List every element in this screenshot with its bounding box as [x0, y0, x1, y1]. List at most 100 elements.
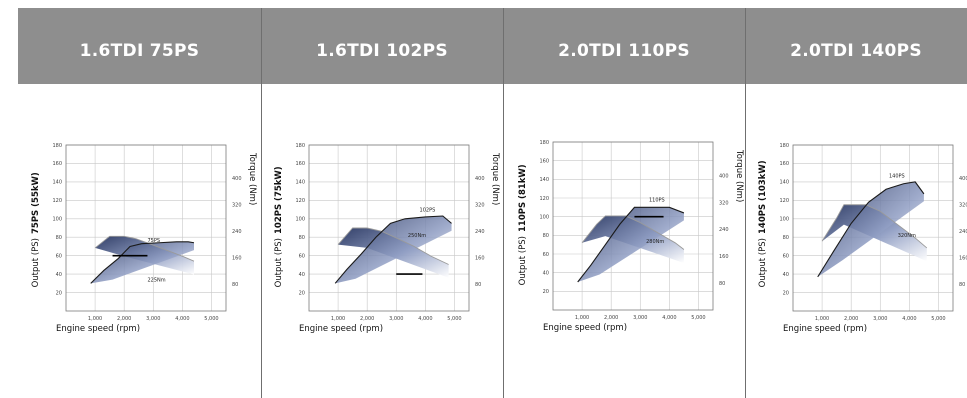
y-tick-label: 60	[543, 252, 549, 258]
series-annotation: 75PS	[147, 238, 160, 244]
y2-tick-label: 160	[475, 256, 485, 262]
chart-panel: 1.6TDI 75PS 20 40 60 80 100 120 140 160 180 1,000 2…	[18, 8, 261, 398]
y2-tick-label: 320	[719, 200, 729, 206]
power-curve	[817, 181, 925, 278]
y-tick-label: 40	[783, 272, 789, 278]
engine-chart-svg: 20 40 60 80 100 120 140 160 180 1,000 2,000 3,000 4,…	[31, 143, 257, 334]
y2-axis-label: Torque (Nm)	[247, 152, 257, 205]
y2-axis-label-group: Torque (Nm)	[734, 149, 744, 202]
y-tick-label: 140	[52, 180, 62, 186]
x-tick-label: 4,000	[662, 315, 676, 321]
engine-chart-svg: 20 40 60 80 100 120 140 160 180 1,000 2,000 3,000 4,…	[518, 140, 744, 333]
y2-tick-label: 160	[719, 254, 729, 260]
x-tick-label: 1,000	[575, 315, 589, 321]
x-tick-label: 1,000	[331, 316, 345, 322]
power-area	[90, 241, 194, 284]
y-tick-label: 60	[783, 253, 789, 259]
x-tick-label: 3,000	[633, 315, 647, 321]
y-axis-label: Output (PS)	[758, 238, 768, 287]
y-tick-label: 100	[52, 217, 62, 223]
y-tick-label: 100	[539, 214, 549, 220]
engine-chart-svg: 20 40 60 80 100 120 140 160 180 1,000 2,000 3,000 4,…	[274, 143, 500, 334]
y-axis-label-group: Output (PS) 140PS (103kW)	[758, 160, 768, 287]
y2-tick-label: 160	[959, 256, 967, 262]
power-curve	[577, 206, 685, 283]
y-tick-label: 160	[539, 158, 549, 164]
y-tick-label: 140	[539, 177, 549, 183]
y-tick-label: 120	[295, 198, 305, 204]
power-curve	[334, 215, 452, 284]
power-rating-label: 75PS (55kW)	[31, 172, 41, 234]
power-rating-label: 110PS (81kW)	[518, 164, 528, 232]
power-rating-label: 140PS (103kW)	[758, 160, 768, 234]
y2-tick-label: 240	[475, 229, 485, 235]
y2-tick-label: 240	[719, 227, 729, 233]
y-axis-label: Output (PS)	[518, 236, 528, 285]
column-divider	[261, 8, 262, 398]
y-tick-label: 180	[539, 140, 549, 146]
x-tick-label: 3,000	[146, 316, 160, 322]
x-tick-label: 5,000	[447, 316, 461, 322]
y2-tick-label: 320	[232, 203, 242, 209]
y-tick-label: 140	[779, 180, 789, 186]
y2-axis-label-group: Torque (Nm)	[247, 152, 257, 205]
y-axis-label-group: Output (PS) 102PS (75kW)	[274, 166, 284, 287]
y-tick-label: 20	[56, 290, 62, 296]
y-tick-label: 160	[779, 161, 789, 167]
series-annotation: 110PS	[649, 198, 665, 204]
y-tick-label: 80	[543, 233, 549, 239]
y2-tick-label: 80	[959, 282, 965, 288]
x-tick-label: 3,000	[389, 316, 403, 322]
y2-axis-label-group: Torque (Nm)	[490, 152, 500, 205]
power-rating-label: 102PS (75kW)	[274, 166, 284, 234]
series-annotation: 225Nm	[147, 277, 165, 283]
torque-curve	[337, 227, 449, 265]
y2-tick-label: 240	[959, 229, 967, 235]
x-tick-label: 5,000	[691, 315, 705, 321]
x-axis-label: Engine speed (rpm)	[299, 324, 383, 334]
plot-frame	[65, 144, 227, 312]
column-divider	[745, 8, 746, 398]
y-tick-label: 180	[52, 143, 62, 149]
y-tick-label: 80	[299, 235, 305, 241]
chart-title: 2.0TDI 110PS	[503, 8, 745, 84]
y-tick-label: 160	[295, 161, 305, 167]
series-annotation: 140PS	[889, 173, 905, 179]
y2-tick-label: 160	[232, 256, 242, 262]
y2-axis-label: Torque (Nm)	[490, 152, 500, 205]
y2-tick-label: 320	[475, 203, 485, 209]
y-tick-label: 120	[539, 196, 549, 202]
y-tick-label: 80	[783, 235, 789, 241]
power-curve	[90, 241, 195, 284]
x-tick-label: 4,000	[418, 316, 432, 322]
y2-tick-label: 80	[232, 282, 238, 288]
y-tick-label: 180	[779, 143, 789, 149]
series-annotation: 102PS	[420, 207, 436, 213]
y-tick-label: 40	[543, 270, 549, 276]
y-tick-label: 20	[543, 289, 549, 295]
x-tick-label: 2,000	[604, 315, 618, 321]
x-tick-label: 1,000	[815, 316, 829, 322]
y-tick-label: 120	[52, 198, 62, 204]
x-axis-label: Engine speed (rpm)	[543, 323, 627, 333]
y-tick-label: 80	[56, 235, 62, 241]
y-tick-label: 60	[56, 253, 62, 259]
x-tick-label: 2,000	[117, 316, 131, 322]
y2-tick-label: 400	[959, 176, 967, 182]
y-tick-label: 100	[779, 217, 789, 223]
x-tick-label: 4,000	[175, 316, 189, 322]
y-axis-label-group: Output (PS) 110PS (81kW)	[518, 164, 528, 285]
x-tick-label: 5,000	[204, 316, 218, 322]
plot-frame	[792, 144, 954, 312]
y-axis-label-group: Output (PS) 75PS (55kW)	[31, 172, 41, 287]
y2-tick-label: 240	[232, 229, 242, 235]
power-area	[577, 207, 684, 282]
y2-tick-label: 400	[475, 176, 485, 182]
x-tick-label: 2,000	[360, 316, 374, 322]
chart-panel: 1.6TDI 102PS 20 40 60 80 100 120 140 160 180 1,000…	[261, 8, 503, 398]
torque-curve	[94, 235, 195, 262]
y-tick-label: 40	[56, 272, 62, 278]
chart-title: 1.6TDI 102PS	[261, 8, 503, 84]
plot-frame	[552, 141, 714, 311]
